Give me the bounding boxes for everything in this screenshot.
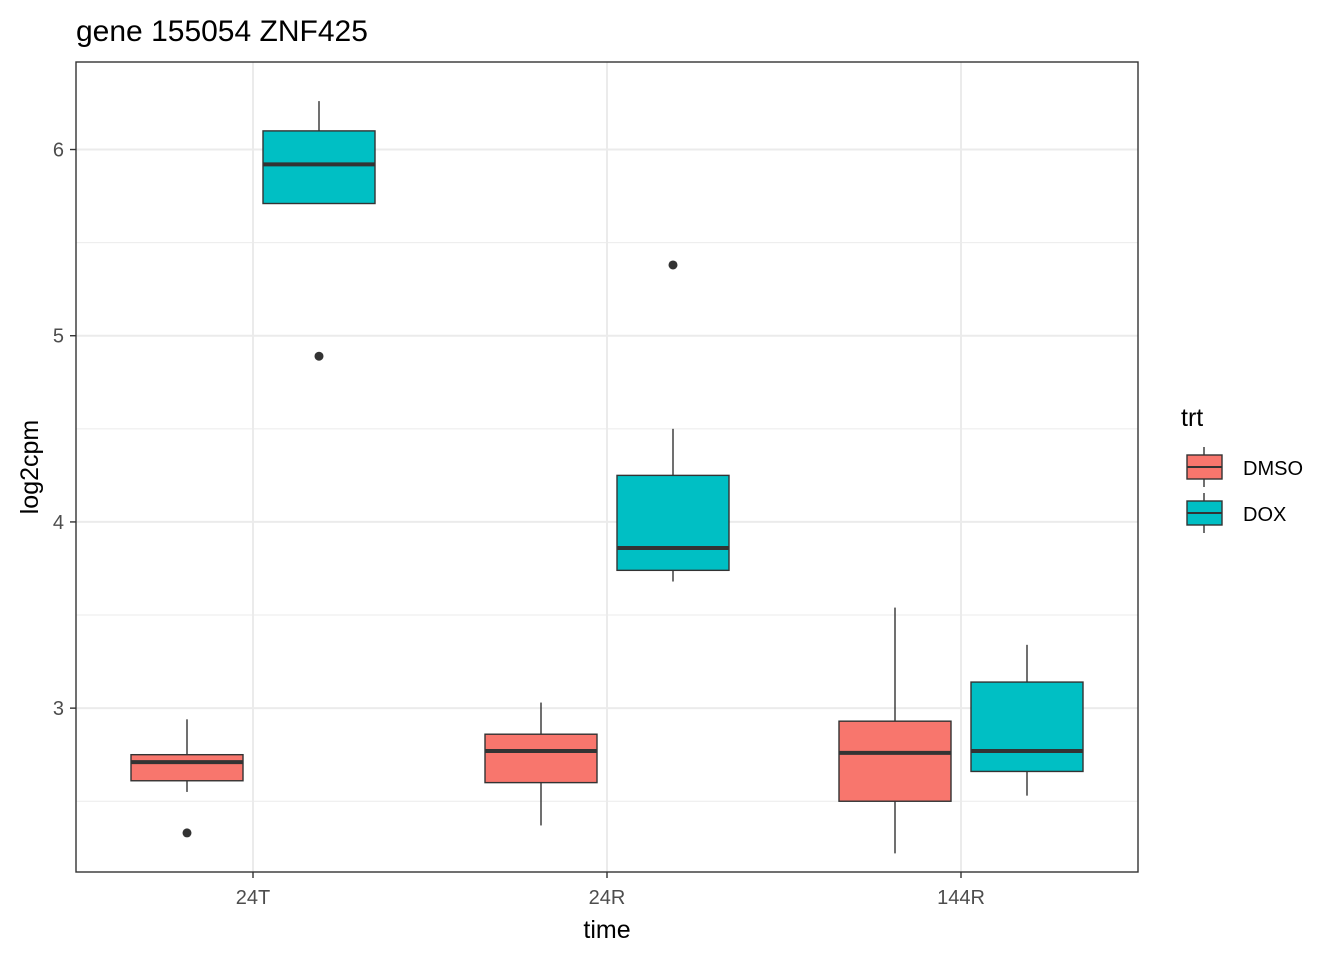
x-tick-label: 144R xyxy=(937,887,985,909)
box-dmso-144r xyxy=(838,607,952,854)
legend-label: DMSO xyxy=(1243,458,1303,480)
y-tick-label: 3 xyxy=(53,698,64,720)
outlier-point xyxy=(314,351,324,361)
outlier-point xyxy=(182,828,192,838)
x-tick-label: 24R xyxy=(589,887,626,909)
box-layer xyxy=(130,101,1084,854)
box-body xyxy=(616,474,730,572)
box-dmso-24r xyxy=(484,702,598,826)
box-body xyxy=(838,720,952,802)
box-dox-24r xyxy=(616,260,730,582)
x-tick-label: 24T xyxy=(236,887,270,909)
legend: trt DMSO DOX xyxy=(1181,404,1303,533)
x-axis-title: time xyxy=(583,916,630,944)
box-dox-144r xyxy=(970,644,1084,796)
y-tick-label: 5 xyxy=(53,326,64,348)
grid-lines xyxy=(76,62,1138,872)
box-body xyxy=(262,130,376,205)
box-dmso-24t xyxy=(130,719,244,838)
y-axis: 3 4 5 6 xyxy=(53,140,76,720)
box-body xyxy=(130,753,244,782)
legend-entry-dmso: DMSO xyxy=(1186,447,1303,487)
box-body xyxy=(484,733,598,784)
box-dox-24t xyxy=(262,101,376,361)
y-tick-label: 4 xyxy=(53,512,64,534)
box-body xyxy=(970,681,1084,773)
x-axis: 24T 24R 144R xyxy=(236,872,985,909)
y-axis-title: log2cpm xyxy=(16,420,44,515)
legend-entry-dox: DOX xyxy=(1186,493,1286,533)
legend-title: trt xyxy=(1181,404,1203,432)
y-tick-label: 6 xyxy=(53,140,64,162)
legend-label: DOX xyxy=(1243,504,1286,526)
chart-title: gene 155054 ZNF425 xyxy=(76,15,368,48)
outlier-point xyxy=(668,260,678,270)
